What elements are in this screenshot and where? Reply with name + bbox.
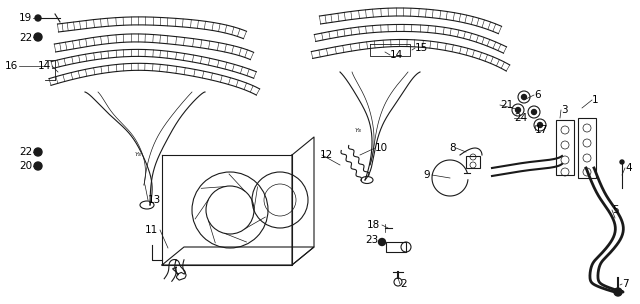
Text: 2: 2 [400,279,406,289]
Text: 22: 22 [19,147,32,157]
Text: 9: 9 [424,170,430,180]
Circle shape [620,160,624,164]
Text: 8: 8 [449,143,456,153]
Text: 5: 5 [612,205,619,215]
Text: 1: 1 [592,95,598,105]
Text: 20: 20 [19,161,32,171]
Text: 11: 11 [145,225,158,235]
Text: 23: 23 [365,235,378,245]
Text: 7: 7 [622,279,628,289]
Text: 4: 4 [625,163,632,173]
Text: 16: 16 [4,61,18,71]
Circle shape [531,109,536,115]
Circle shape [34,148,42,156]
Text: 14: 14 [390,50,403,60]
Circle shape [35,15,41,21]
Text: 12: 12 [320,150,333,160]
Circle shape [614,288,622,296]
Circle shape [34,33,42,41]
Text: 14: 14 [38,61,51,71]
Text: 6: 6 [534,90,541,100]
Text: 18: 18 [367,220,380,230]
Text: 21: 21 [500,100,513,110]
Text: 3: 3 [561,105,568,115]
Circle shape [538,123,543,127]
Circle shape [378,239,385,246]
Text: 15: 15 [415,43,428,53]
Text: 19: 19 [19,13,32,23]
Circle shape [522,95,527,99]
Text: 22: 22 [19,33,32,43]
Text: Ys: Ys [355,127,362,133]
Text: Ys: Ys [134,153,141,157]
Text: 17: 17 [535,125,548,135]
Text: 13: 13 [148,195,161,205]
Text: 10: 10 [375,143,388,153]
Circle shape [34,162,42,170]
Circle shape [515,108,520,112]
Text: 24: 24 [514,113,527,123]
